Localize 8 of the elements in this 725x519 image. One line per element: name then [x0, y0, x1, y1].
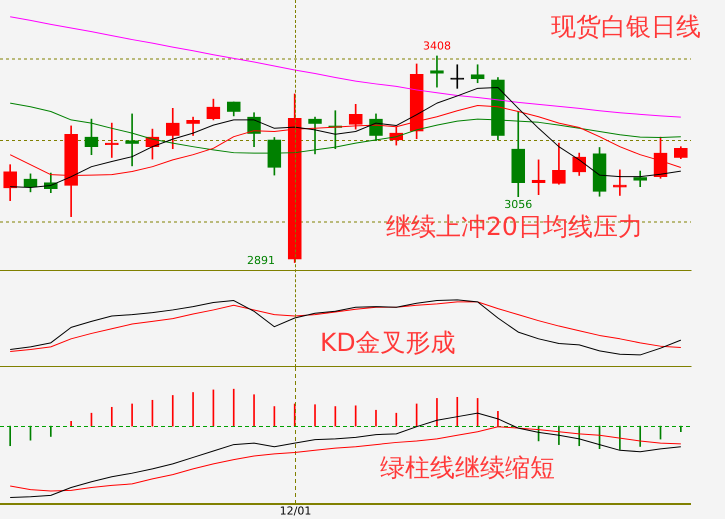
annotation: 3056: [504, 198, 532, 212]
annotation: 3408: [422, 39, 451, 52]
text: 现货白银日线: [551, 11, 701, 43]
text: 12/01: [280, 504, 312, 518]
annotation: 2891: [247, 254, 275, 268]
annotation: 继续上冲20日均线压力: [386, 212, 643, 242]
annotation: KD金叉形成: [320, 328, 456, 358]
annotation: 绿柱线继续缩短: [380, 453, 555, 483]
